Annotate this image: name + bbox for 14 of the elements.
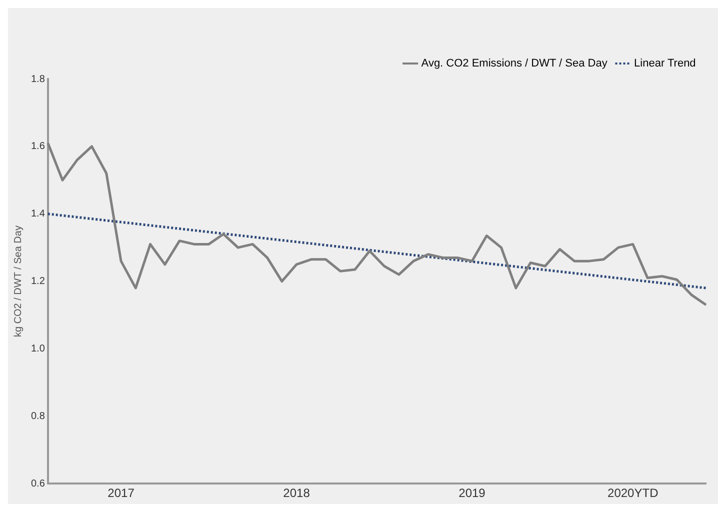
y-tick-label: 1.6 — [30, 141, 46, 152]
legend-label: Linear Trend — [634, 58, 696, 70]
x-tick-label: 2018 — [283, 486, 310, 500]
y-axis-title: kg CO2 / DWT / Sea Day — [12, 226, 24, 338]
y-tick-label: 1.0 — [30, 343, 46, 354]
legend-label: Avg. CO2 Emissions / DWT / Sea Day — [421, 58, 608, 70]
y-tick-label: 0.6 — [30, 478, 46, 490]
y-tick-label: 1.2 — [30, 276, 46, 288]
y-tick-label: 1.8 — [30, 74, 46, 85]
x-tick-label: 2019 — [458, 486, 486, 500]
x-tick-label: 2020YTD — [608, 486, 659, 500]
y-tick-label: 0.8 — [30, 410, 46, 422]
y-tick-label: 1.4 — [30, 208, 46, 220]
x-tick-label: 2017 — [108, 486, 135, 500]
